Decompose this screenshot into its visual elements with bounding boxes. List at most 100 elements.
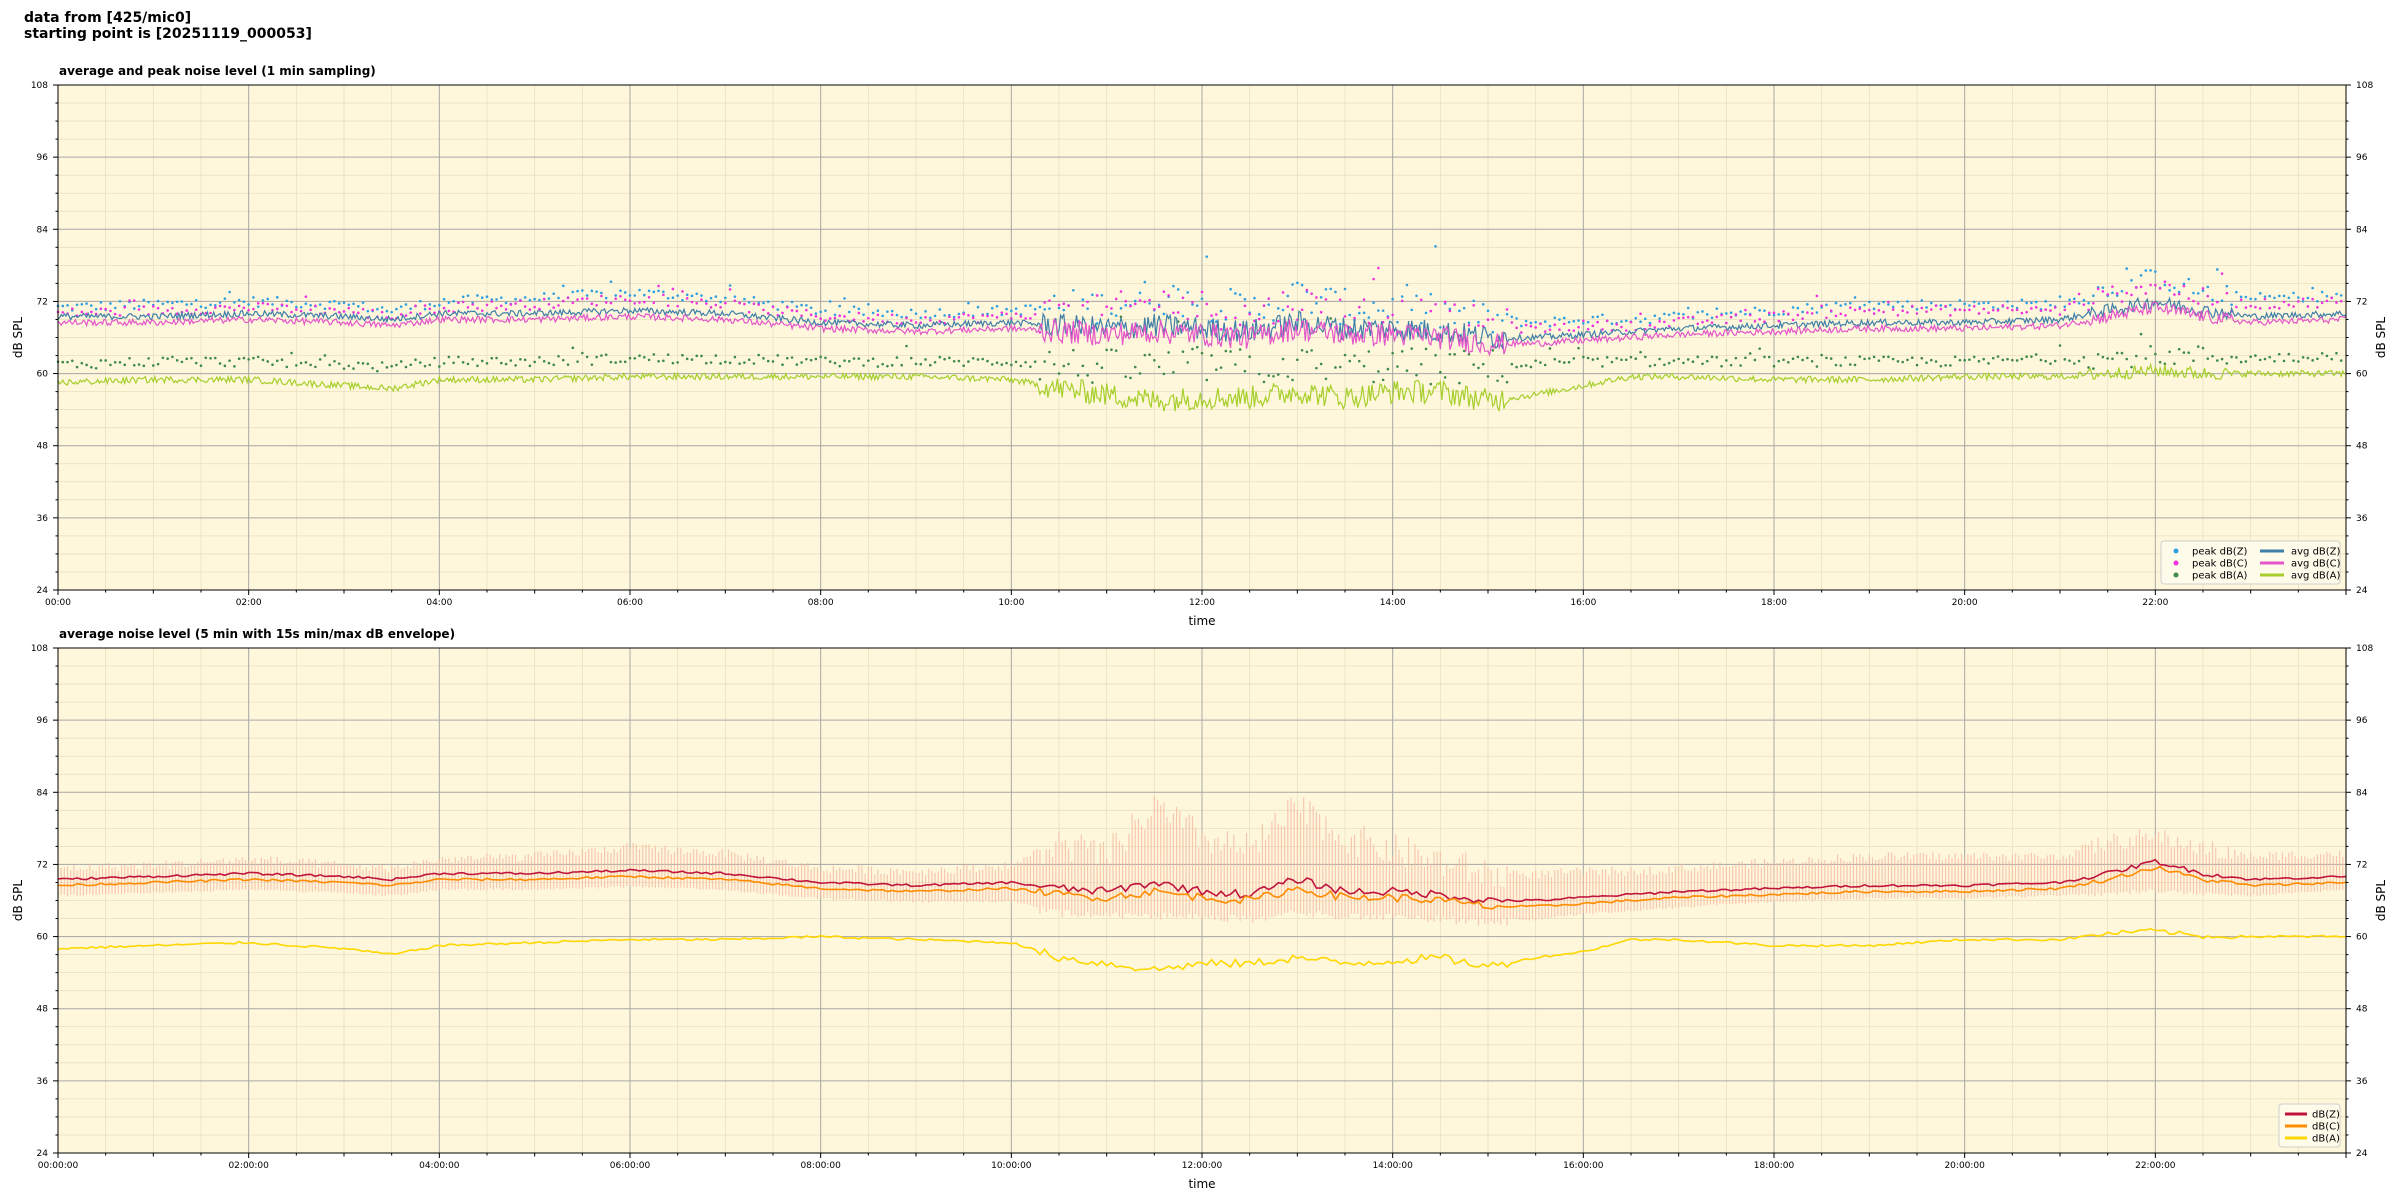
point-peakdba xyxy=(1844,356,1847,359)
point-peakdbz xyxy=(2282,294,2286,298)
point-peakdba xyxy=(376,369,379,373)
point-peakdbz xyxy=(1348,313,1352,317)
point-peakdbz xyxy=(94,307,98,311)
point-peakdbc xyxy=(247,308,250,312)
point-peakdba xyxy=(714,354,718,357)
point-peakdbz xyxy=(271,303,274,306)
point-peakdbc xyxy=(1868,308,1871,312)
point-peakdbc xyxy=(90,310,93,314)
point-peakdbc xyxy=(2144,292,2148,295)
point-peakdbz xyxy=(1176,288,1180,291)
point-peakdba xyxy=(662,359,665,363)
point-peakdbc xyxy=(1810,312,1814,315)
point-peakdba xyxy=(1324,377,1328,381)
point-peakdba xyxy=(538,355,541,359)
point-peakdba xyxy=(771,360,775,363)
point-peakdbz xyxy=(1501,319,1504,322)
point-peakdbc xyxy=(1715,315,1719,319)
point-peakdba xyxy=(514,364,517,367)
panel-title: average noise level (5 min with 15s min/… xyxy=(59,627,455,641)
point-peakdbz xyxy=(1658,317,1661,320)
point-peakdbz xyxy=(790,300,794,304)
point-peakdbc xyxy=(1620,325,1623,329)
series-line-dbc xyxy=(57,865,2347,910)
point-peakdbz xyxy=(857,307,861,311)
point-peakdba xyxy=(1725,359,1728,362)
point-peakdba xyxy=(2039,358,2043,362)
point-peakdba xyxy=(180,360,184,364)
point-peakdba xyxy=(1758,347,1761,350)
point-peakdba xyxy=(2006,357,2009,361)
point-peakdbz xyxy=(266,297,270,301)
point-peakdba xyxy=(461,361,465,364)
point-peakdbc xyxy=(466,306,470,309)
point-peakdbc xyxy=(1200,290,1204,294)
point-peakdbc xyxy=(1596,320,1599,324)
point-peakdba xyxy=(743,361,746,364)
point-peakdba xyxy=(1195,345,1199,349)
point-peakdbc xyxy=(1453,303,1456,306)
point-peakdba xyxy=(1734,356,1738,360)
y-tick-label-left: 72 xyxy=(37,297,48,307)
point-peakdbc xyxy=(2325,299,2329,303)
point-peakdbc xyxy=(1172,311,1175,315)
point-peakdbc xyxy=(242,306,246,310)
point-peakdbz xyxy=(171,301,174,305)
point-peakdbc xyxy=(571,301,575,305)
point-peakdbz xyxy=(1052,294,1056,298)
point-peakdbz xyxy=(461,295,465,299)
point-peakdbc xyxy=(1186,317,1189,321)
series-peakdba xyxy=(56,315,2343,386)
point-peakdbc xyxy=(1767,311,1771,315)
point-peakdba xyxy=(1496,379,1499,383)
panel-average-peak: 00:00 02:00 04:00 06:00 08:00 10:00 12:00 14:00… xyxy=(11,64,2388,628)
point-peakdbc xyxy=(1110,307,1113,310)
point-peakdbz xyxy=(2149,269,2152,272)
series-peakdbc xyxy=(56,266,2343,342)
point-peakdbz xyxy=(709,296,713,300)
point-peakdbc xyxy=(2239,298,2243,302)
point-peakdbz xyxy=(1434,245,1437,248)
point-peakdbz xyxy=(109,302,112,305)
point-peakdbc xyxy=(1853,308,1857,312)
point-peakdbc xyxy=(700,298,703,301)
point-peakdbz xyxy=(552,292,556,296)
point-peakdba xyxy=(1925,361,1928,365)
point-peakdba xyxy=(728,361,732,365)
point-peakdba xyxy=(480,359,484,363)
point-peakdbc xyxy=(1524,323,1528,327)
point-peakdbz xyxy=(1005,307,1008,311)
point-peakdbz xyxy=(600,291,603,295)
point-peakdba xyxy=(2187,351,2190,355)
point-peakdba xyxy=(395,363,398,367)
point-peakdbz xyxy=(990,306,994,310)
point-peakdbz xyxy=(1987,301,1990,305)
series-line-avgdbz xyxy=(57,296,2347,350)
point-peakdba xyxy=(1391,351,1394,355)
point-peakdbc xyxy=(1343,315,1347,318)
point-peakdbc xyxy=(1796,313,1800,317)
point-peakdba xyxy=(1167,351,1170,354)
point-peakdbc xyxy=(871,318,875,321)
point-peakdbc xyxy=(604,301,608,304)
legend-marker xyxy=(2173,560,2179,566)
point-peakdbz xyxy=(2311,286,2314,290)
point-peakdbc xyxy=(132,299,136,302)
point-peakdba xyxy=(1872,355,1876,359)
point-peakdba xyxy=(1605,356,1609,359)
point-peakdbc xyxy=(1019,315,1023,318)
point-peakdbz xyxy=(333,299,336,303)
point-peakdbc xyxy=(2201,287,2205,290)
point-peakdba xyxy=(1720,364,1723,368)
point-peakdbc xyxy=(280,303,284,306)
point-peakdbz xyxy=(1653,314,1657,318)
point-peakdba xyxy=(2297,360,2300,363)
point-peakdbc xyxy=(433,311,436,315)
point-peakdbz xyxy=(576,289,579,293)
y-tick-label-left: 72 xyxy=(37,860,48,870)
point-peakdba xyxy=(2330,357,2333,361)
point-peakdbc xyxy=(1944,304,1947,308)
point-peakdbz xyxy=(1215,320,1218,323)
point-peakdbz xyxy=(2201,289,2205,293)
point-peakdba xyxy=(1910,356,1914,360)
